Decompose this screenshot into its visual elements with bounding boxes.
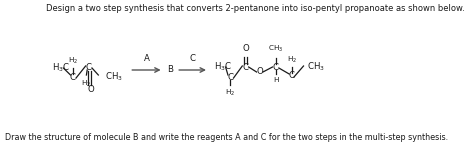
Text: O: O <box>87 84 94 93</box>
Text: Design a two step synthesis that converts 2-pentanone into iso-pentyl propanoate: Design a two step synthesis that convert… <box>46 4 465 13</box>
Text: O: O <box>256 68 263 76</box>
Text: H$_3$C: H$_3$C <box>214 61 233 73</box>
Text: CH$_3$: CH$_3$ <box>307 61 325 73</box>
Text: C: C <box>190 54 196 63</box>
Text: H$_3$C: H$_3$C <box>52 62 71 74</box>
Text: C: C <box>70 72 76 81</box>
Text: H$_2$: H$_2$ <box>225 88 236 98</box>
Text: C: C <box>228 72 233 81</box>
Text: A: A <box>144 54 149 63</box>
Text: C: C <box>243 63 248 72</box>
Text: C: C <box>273 63 279 72</box>
Text: O: O <box>242 44 249 53</box>
Text: C: C <box>86 63 92 72</box>
Text: B: B <box>167 66 173 75</box>
Text: H$_2$: H$_2$ <box>286 55 297 65</box>
Text: H$_2$: H$_2$ <box>68 56 78 66</box>
Text: CH$_3$: CH$_3$ <box>268 44 283 54</box>
Text: C: C <box>289 72 294 81</box>
Text: CH$_3$: CH$_3$ <box>105 71 123 83</box>
Text: H: H <box>273 77 278 83</box>
Text: H$_2$: H$_2$ <box>81 79 91 89</box>
Text: Draw the structure of molecule B and write the reagents A and C for the two step: Draw the structure of molecule B and wri… <box>5 133 448 142</box>
